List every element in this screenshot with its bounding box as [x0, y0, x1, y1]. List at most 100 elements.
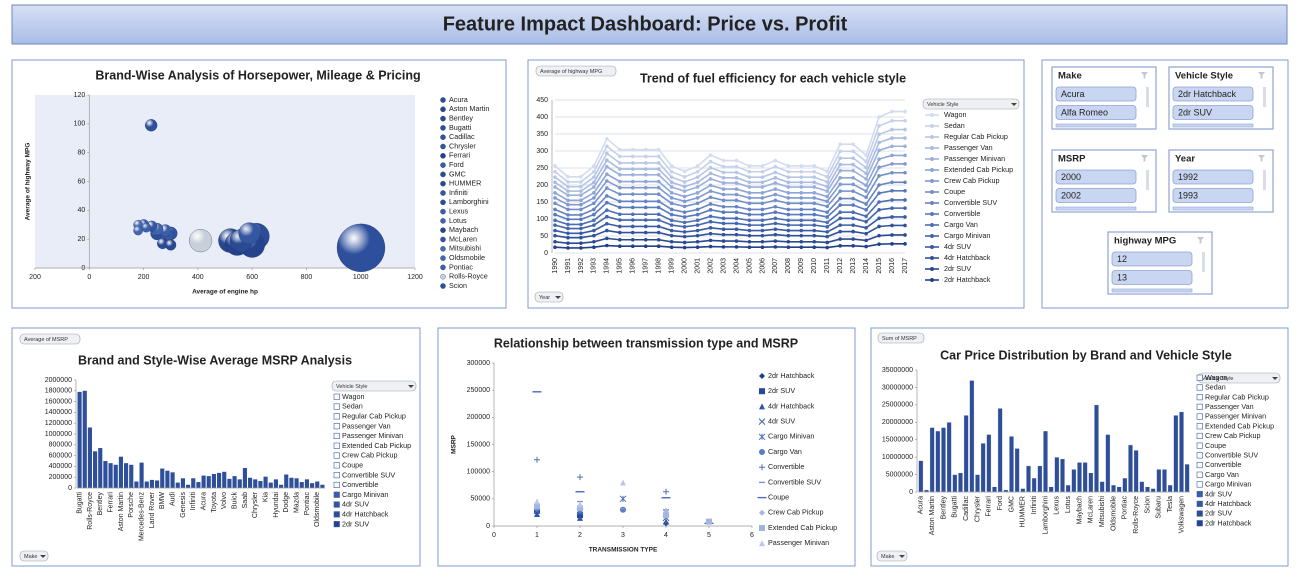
- slicer-item[interactable]: [1055, 188, 1137, 203]
- x-tick-label: GMC: [1008, 496, 1015, 512]
- line: [554, 199, 905, 226]
- line-marker: [618, 205, 622, 210]
- line-marker: [579, 193, 583, 197]
- legend-swatch: [333, 511, 340, 518]
- bar: [918, 460, 924, 493]
- legend-swatch: [930, 245, 934, 249]
- legend-swatch: [1196, 491, 1203, 498]
- slicer-filter-icon[interactable]: [1141, 72, 1148, 79]
- bar: [958, 472, 963, 493]
- slicer-item[interactable]: [1111, 288, 1193, 293]
- point: [619, 495, 627, 503]
- slicer-filter-icon[interactable]: [1258, 155, 1265, 162]
- line-marker: [579, 235, 583, 240]
- x-axis-label: Average of engine hp: [192, 289, 258, 296]
- slicer-item[interactable]: [1172, 105, 1254, 120]
- field-button-label: Sum of MSRP: [882, 336, 917, 342]
- point: [620, 506, 626, 513]
- legend-swatch: [930, 146, 934, 150]
- slicer-item[interactable]: [1111, 270, 1193, 285]
- y-tick-label: 20000000: [882, 419, 913, 426]
- slicer-item[interactable]: [1055, 123, 1137, 128]
- line-marker: [721, 245, 726, 249]
- field-button[interactable]: [19, 333, 81, 345]
- line-marker: [851, 210, 855, 214]
- line-marker: [734, 164, 739, 169]
- slicer-item[interactable]: [1055, 86, 1137, 102]
- bar: [1031, 477, 1037, 493]
- field-button[interactable]: [877, 332, 925, 344]
- line-marker: [553, 169, 557, 174]
- slicer-scrollbar[interactable]: [1146, 87, 1149, 107]
- line-marker: [825, 220, 830, 225]
- field-button[interactable]: [534, 291, 564, 303]
- slicer-scrollbar[interactable]: [1263, 170, 1266, 190]
- slicer-item[interactable]: [1055, 169, 1137, 185]
- line-marker: [799, 191, 804, 195]
- line-marker: [669, 164, 674, 168]
- line-marker: [799, 233, 804, 238]
- line-marker: [747, 164, 752, 168]
- legend-label: Lotus: [449, 216, 467, 225]
- field-button[interactable]: [922, 98, 1020, 110]
- slicer-filter-icon[interactable]: [1197, 237, 1204, 244]
- field-button[interactable]: [19, 550, 49, 562]
- line-marker: [618, 185, 622, 190]
- y-tick-label: 200000: [467, 414, 490, 421]
- slicer-filter-icon[interactable]: [1141, 155, 1148, 162]
- slicer-item[interactable]: [1055, 206, 1137, 211]
- slicer-item[interactable]: [1172, 86, 1254, 102]
- line-marker: [721, 198, 726, 203]
- x-tick-label: 1000: [353, 274, 369, 281]
- field-button[interactable]: [331, 380, 417, 392]
- legend-swatch: [333, 442, 340, 449]
- slicer-filter-icon[interactable]: [1258, 72, 1265, 79]
- y-tick-label: 5000000: [886, 471, 913, 478]
- line-marker: [747, 185, 752, 189]
- bar: [1105, 434, 1111, 493]
- slicer-item[interactable]: [1111, 251, 1193, 267]
- slicer-item[interactable]: [1172, 169, 1254, 185]
- line-marker: [760, 239, 765, 244]
- legend-label: Extended Cab Pickup: [768, 523, 837, 532]
- field-button[interactable]: [876, 550, 908, 562]
- slicer-item-label: 2dr SUV: [1178, 107, 1212, 117]
- slicer-scrollbar[interactable]: [1146, 170, 1149, 190]
- line-marker: [903, 188, 907, 193]
- bar: [1099, 481, 1105, 493]
- line-marker: [838, 168, 842, 173]
- line-marker: [630, 147, 635, 152]
- x-tick-label: 2013: [850, 258, 857, 274]
- line-marker: [799, 228, 804, 233]
- line-marker: [605, 179, 609, 183]
- x-tick-label: Bugatti: [76, 492, 83, 514]
- line-marker: [695, 185, 700, 189]
- line-marker: [786, 164, 791, 168]
- line-marker: [708, 214, 713, 219]
- dropdown-arrow[interactable]: [555, 296, 561, 299]
- legend-label: Cargo Minivan: [944, 231, 990, 240]
- field-button[interactable]: [535, 65, 617, 77]
- slicer-scrollbar[interactable]: [1263, 87, 1266, 107]
- line-marker: [630, 212, 635, 217]
- line: [554, 243, 905, 249]
- slicer-item[interactable]: [1172, 123, 1254, 128]
- line-marker: [669, 212, 674, 217]
- slicer-item[interactable]: [1055, 105, 1137, 120]
- line-marker: [890, 215, 894, 219]
- line-marker: [605, 243, 609, 248]
- dropdown-arrow[interactable]: [899, 555, 905, 558]
- dropdown-arrow[interactable]: [1011, 103, 1017, 106]
- dropdown-arrow[interactable]: [408, 385, 414, 388]
- line-marker: [618, 237, 622, 242]
- line-marker: [682, 210, 687, 214]
- slicer-item[interactable]: [1172, 206, 1254, 211]
- slicer-item[interactable]: [1172, 188, 1254, 203]
- slicer-scrollbar[interactable]: [1202, 252, 1205, 272]
- x-tick-label: 2010: [811, 258, 818, 274]
- line-marker: [721, 204, 726, 209]
- dropdown-arrow[interactable]: [40, 555, 46, 558]
- line-marker: [877, 224, 881, 229]
- line-marker: [890, 170, 894, 175]
- dropdown-arrow[interactable]: [1272, 377, 1278, 380]
